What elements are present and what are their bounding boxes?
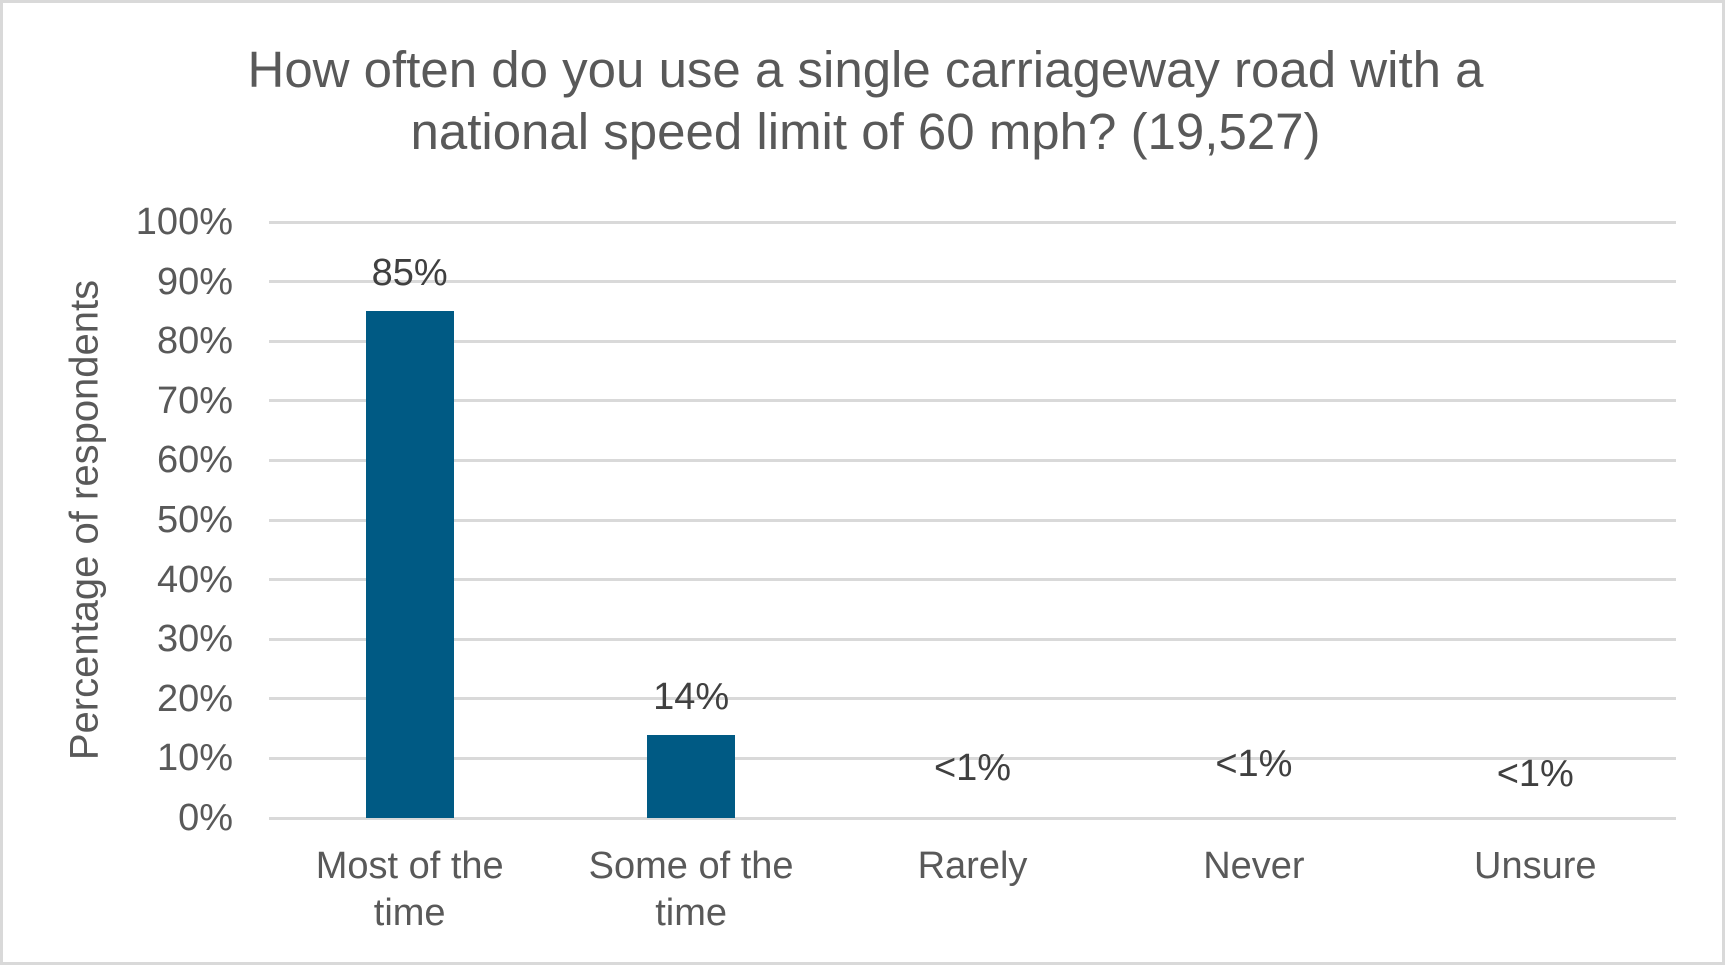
data-label: 85% xyxy=(371,252,448,295)
gridline xyxy=(269,399,1676,403)
gridline xyxy=(269,458,1676,462)
x-category-label: Unsure xyxy=(1405,843,1665,937)
x-category-label: Never xyxy=(1124,843,1384,937)
data-label: <1% xyxy=(933,747,1012,789)
y-tick-label: 0% xyxy=(178,797,233,839)
y-tick-label: 10% xyxy=(156,737,233,780)
x-category-label: Most of the time xyxy=(280,843,540,937)
y-tick-label: 40% xyxy=(156,558,233,601)
x-category-label: Rarely xyxy=(843,843,1103,937)
x-category-label-line: Rarely xyxy=(917,845,1028,887)
x-category-label-line: Most of the xyxy=(315,845,504,887)
y-tick-label: 20% xyxy=(156,677,233,720)
gridline xyxy=(269,220,1676,224)
x-category-label-line: Some of the xyxy=(588,845,794,887)
y-tick-label: 70% xyxy=(156,379,233,422)
bar xyxy=(647,734,736,818)
bar xyxy=(365,311,454,818)
gridline xyxy=(269,518,1676,522)
chart-title: How often do you use a single carriagewa… xyxy=(3,39,1725,163)
data-label: 14% xyxy=(653,675,730,718)
data-label: <1% xyxy=(1215,743,1293,785)
gridline xyxy=(269,816,1676,820)
y-tick-label: 50% xyxy=(156,499,233,541)
y-tick-label: 90% xyxy=(156,260,233,303)
chart-title-line-2: national speed limit of 60 mph? (19,527) xyxy=(410,103,1321,160)
gridline xyxy=(269,339,1676,343)
x-category-label-line: time xyxy=(655,892,727,934)
y-tick-label: 100% xyxy=(135,201,233,243)
gridline xyxy=(269,578,1676,582)
y-axis-label: Percentage of respondents xyxy=(62,279,107,761)
x-category-label: Some of the time xyxy=(561,843,821,937)
data-label: <1% xyxy=(1496,753,1574,795)
x-category-label-line: Unsure xyxy=(1474,845,1597,887)
chart-title-line-1: How often do you use a single carriagewa… xyxy=(247,41,1484,98)
gridline xyxy=(269,697,1676,701)
x-category-label-line xyxy=(843,890,1103,937)
y-tick-label: 80% xyxy=(156,320,233,363)
x-category-label-line xyxy=(1405,890,1665,937)
y-tick-label: 60% xyxy=(156,439,233,482)
x-category-label-line: time xyxy=(373,892,446,934)
x-category-label-line: Never xyxy=(1203,845,1305,887)
gridline xyxy=(269,280,1676,284)
gridline xyxy=(269,637,1676,641)
y-tick-label: 30% xyxy=(156,618,233,661)
gridline xyxy=(269,756,1676,760)
x-category-label-line xyxy=(1124,890,1384,937)
